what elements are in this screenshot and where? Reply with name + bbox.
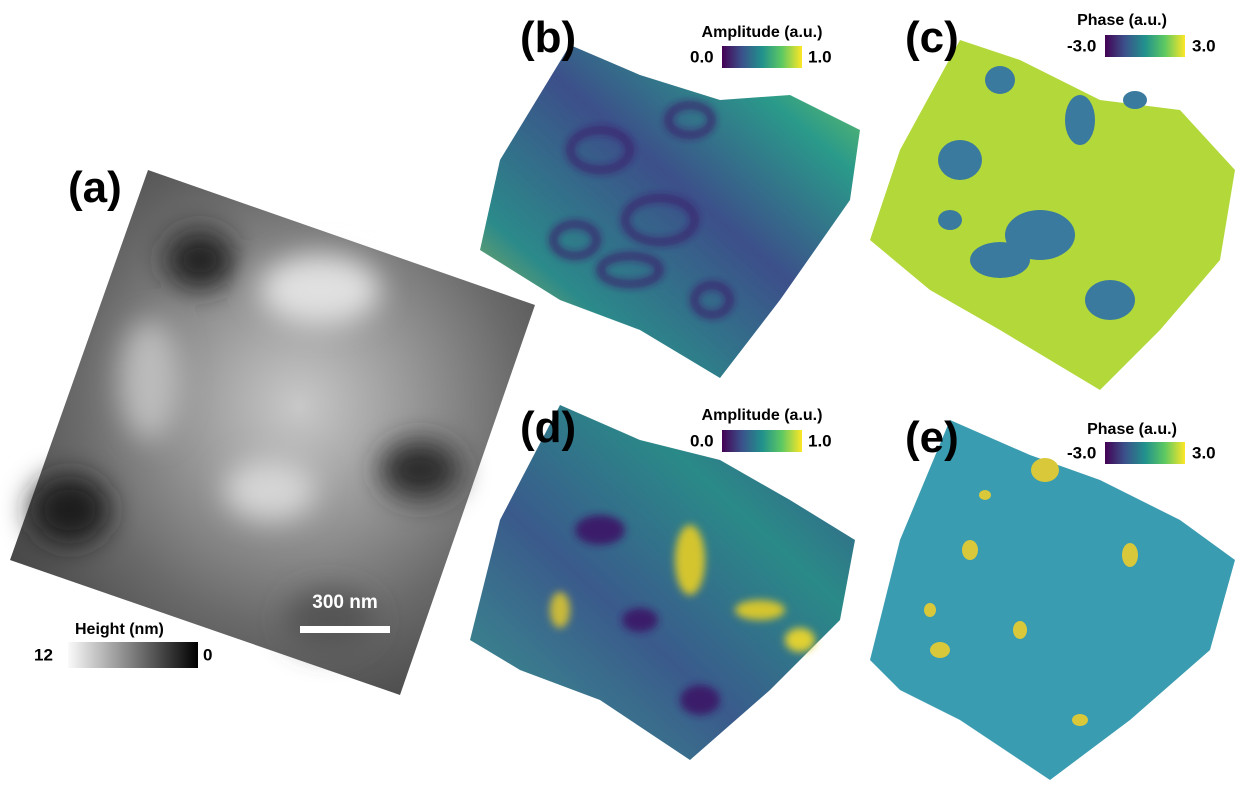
panel-e: (e) Phase (a.u.) -3.0 3.0 xyxy=(870,413,1235,780)
colorbar xyxy=(1105,442,1185,464)
colorbar xyxy=(1105,35,1185,57)
colorbar xyxy=(68,642,198,668)
colorbar xyxy=(722,430,802,452)
colorbar-max: 1.0 xyxy=(808,47,832,66)
colorbar-max: 3.0 xyxy=(1192,36,1216,55)
colorbar-max: 0 xyxy=(203,645,212,664)
height-map xyxy=(10,170,535,695)
panel-label: (d) xyxy=(520,403,576,452)
panel-label: (a) xyxy=(68,163,122,212)
colorbar-title: Height (nm) xyxy=(75,621,164,638)
colorbar-title: Phase (a.u.) xyxy=(1087,421,1177,438)
colorbar-title: Amplitude (a.u.) xyxy=(702,407,823,424)
scale-bar xyxy=(300,626,390,633)
colorbar-min: -3.0 xyxy=(1067,36,1096,55)
colorbar-min: 0.0 xyxy=(690,47,714,66)
colorbar-title: Amplitude (a.u.) xyxy=(702,24,823,41)
colorbar-max: 3.0 xyxy=(1192,443,1216,462)
panel-b: (b) Amplitude (a.u.) 0.0 1.0 xyxy=(480,13,860,378)
panel-label: (e) xyxy=(905,413,959,462)
amplitude-surface xyxy=(480,45,860,378)
panel-d: (d) Amplitude (a.u.) 0.0 1.0 xyxy=(470,403,855,760)
panel-a: (a) Height (nm) 12 0 300 nm xyxy=(10,163,535,695)
colorbar-min: -3.0 xyxy=(1067,443,1096,462)
colorbar-title: Phase (a.u.) xyxy=(1077,12,1167,29)
colorbar-max: 1.0 xyxy=(808,431,832,450)
panel-c: (c) Phase (a.u.) -3.0 3.0 xyxy=(870,12,1235,390)
panel-label: (b) xyxy=(520,13,576,62)
figure: (a) Height (nm) 12 0 300 nm (b) Amplitud… xyxy=(0,0,1245,791)
colorbar-min: 12 xyxy=(34,645,53,664)
colorbar-min: 0.0 xyxy=(690,431,714,450)
colorbar xyxy=(722,46,802,68)
scale-bar-label: 300 nm xyxy=(312,592,377,613)
amplitude-surface xyxy=(470,405,855,760)
panel-label: (c) xyxy=(905,13,959,62)
